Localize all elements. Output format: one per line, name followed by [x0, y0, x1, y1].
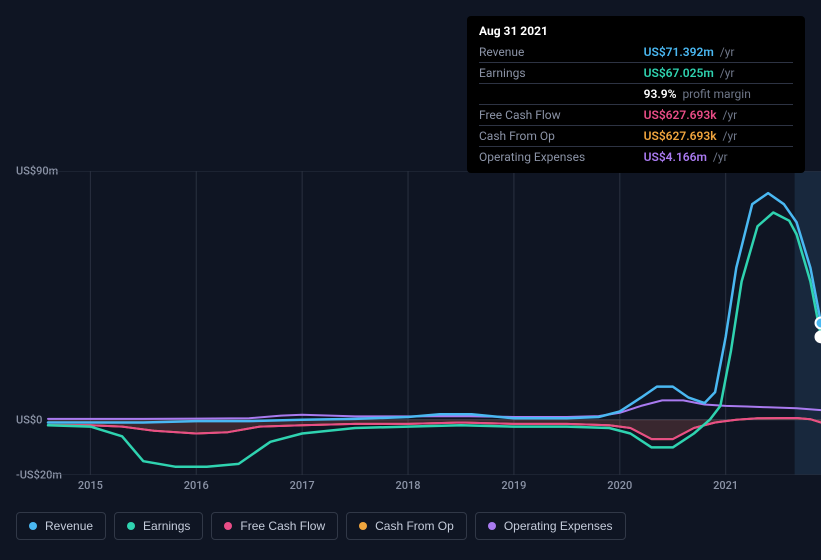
- tooltip-row: Cash From OpUS$627.693k /yr: [479, 126, 793, 147]
- x-axis-tick: 2018: [396, 479, 421, 492]
- legend-label: Earnings: [143, 519, 190, 533]
- tooltip-row-label: Revenue: [479, 42, 644, 63]
- x-axis-tick: 2020: [607, 479, 632, 492]
- tooltip-row-value: US$67.025m /yr: [644, 63, 793, 84]
- tooltip-row-value: US$627.693k /yr: [644, 105, 793, 126]
- tooltip-row-label: [479, 84, 644, 105]
- legend-item[interactable]: Free Cash Flow: [211, 512, 338, 540]
- tooltip-row: 93.9% profit margin: [479, 84, 793, 105]
- financials-chart[interactable]: US$90mUS$0-US$20m: [16, 155, 821, 475]
- tooltip-row: EarningsUS$67.025m /yr: [479, 63, 793, 84]
- tooltip-date: Aug 31 2021: [479, 24, 793, 42]
- x-axis-tick: 2017: [290, 479, 315, 492]
- legend-label: Operating Expenses: [504, 519, 613, 533]
- tooltip-row: Free Cash FlowUS$627.693k /yr: [479, 105, 793, 126]
- chart-plot-area[interactable]: [16, 171, 821, 475]
- legend-item[interactable]: Revenue: [16, 512, 106, 540]
- tooltip-row-label: Operating Expenses: [479, 147, 644, 168]
- legend-item[interactable]: Operating Expenses: [475, 512, 626, 540]
- hover-tooltip: Aug 31 2021 RevenueUS$71.392m /yrEarning…: [467, 16, 805, 173]
- tooltip-row-value: US$71.392m /yr: [644, 42, 793, 63]
- legend-item[interactable]: Cash From Op: [346, 512, 467, 540]
- x-axis-tick: 2015: [78, 479, 103, 492]
- legend-dot-icon: [127, 522, 135, 530]
- legend-dot-icon: [359, 522, 367, 530]
- chart-legend: Revenue Earnings Free Cash Flow Cash From O…: [16, 512, 626, 540]
- tooltip-row: Operating ExpensesUS$4.166m /yr: [479, 147, 793, 168]
- x-axis-tick: 2019: [501, 479, 526, 492]
- tooltip-table: RevenueUS$71.392m /yrEarningsUS$67.025m …: [479, 42, 793, 167]
- tooltip-row: RevenueUS$71.392m /yr: [479, 42, 793, 63]
- legend-label: Cash From Op: [375, 519, 454, 533]
- x-axis-tick: 2016: [184, 479, 209, 492]
- tooltip-row-value: US$627.693k /yr: [644, 126, 793, 147]
- legend-item[interactable]: Earnings: [114, 512, 203, 540]
- x-axis-tick: 2021: [713, 479, 738, 492]
- series-line: [48, 193, 821, 422]
- tooltip-row-value: US$4.166m /yr: [644, 147, 793, 168]
- legend-label: Free Cash Flow: [240, 519, 325, 533]
- tooltip-row-label: Earnings: [479, 63, 644, 84]
- legend-dot-icon: [224, 522, 232, 530]
- tooltip-row-value: 93.9% profit margin: [644, 84, 793, 105]
- legend-label: Revenue: [45, 519, 93, 533]
- tooltip-row-label: Cash From Op: [479, 126, 644, 147]
- x-axis: 2015 2016 2017 2018 2019 2020 2021: [16, 479, 821, 497]
- tooltip-row-label: Free Cash Flow: [479, 105, 644, 126]
- legend-dot-icon: [488, 522, 496, 530]
- legend-dot-icon: [29, 522, 37, 530]
